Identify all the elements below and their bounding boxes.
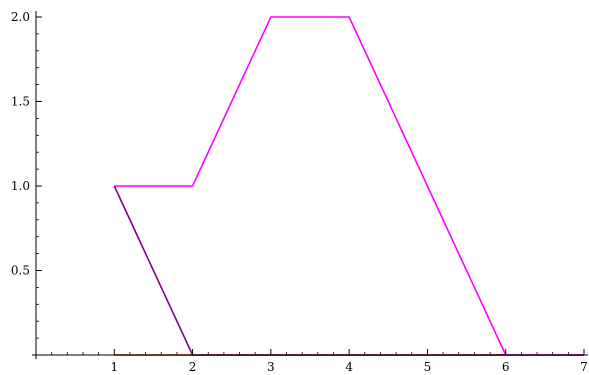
x-ticks: 1 2 3 4 5 6 7: [110, 349, 588, 374]
minor-ticks: [36, 33, 569, 355]
series-line-1: [114, 16, 584, 356]
y-tick-label: 1.0: [11, 179, 30, 193]
x-tick-label: 5: [424, 360, 432, 374]
x-tick-label: 2: [189, 360, 197, 374]
series-layer: [113, 16, 584, 356]
series-line-2: [113, 185, 584, 356]
x-tick-label: 7: [580, 360, 588, 374]
x-tick-label: 6: [502, 360, 510, 374]
axes-layer: [32, 11, 588, 359]
x-tick-label: 1: [110, 360, 118, 374]
y-ticks: 0.5 1.0 1.5 2.0: [11, 10, 42, 278]
y-tick-label: 2.0: [11, 10, 30, 24]
y-tick-label: 0.5: [11, 264, 30, 278]
x-tick-label: 4: [345, 360, 353, 374]
x-tick-label: 3: [267, 360, 275, 374]
y-tick-label: 1.5: [11, 95, 30, 109]
